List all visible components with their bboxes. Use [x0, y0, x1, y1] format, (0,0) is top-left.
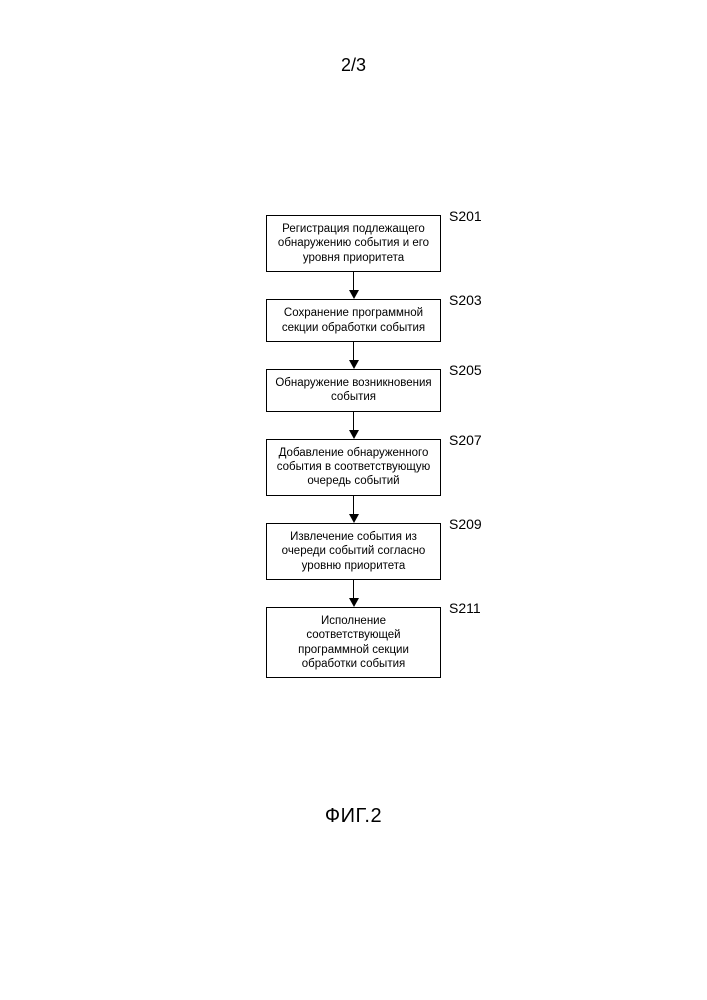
flow-step-label: S203 — [449, 292, 482, 308]
flow-step: Добавление обнаруженного события в соотв… — [266, 439, 441, 496]
arrow-line — [353, 342, 354, 361]
page-number: 2/3 — [0, 55, 707, 76]
arrow-head-icon — [349, 430, 359, 439]
flow-step: Регистрация подлежащего обнаружению собы… — [266, 215, 441, 272]
arrow-head-icon — [349, 360, 359, 369]
flow-node: Исполнение соответствующей программной с… — [266, 607, 441, 679]
flow-node-text: Исполнение соответствующей программной с… — [275, 614, 432, 672]
flow-node: Регистрация подлежащего обнаружению собы… — [266, 215, 441, 272]
flow-node-text: Извлечение события из очереди событий со… — [275, 530, 432, 573]
flow-step-label: S209 — [449, 516, 482, 532]
arrow-line — [353, 580, 354, 599]
flow-node: Добавление обнаруженного события в соотв… — [266, 439, 441, 496]
arrow-head-icon — [349, 290, 359, 299]
figure-caption: ФИГ.2 — [0, 805, 707, 828]
flow-node-text: Регистрация подлежащего обнаружению собы… — [275, 222, 432, 265]
arrow-line — [353, 272, 354, 291]
arrow-line — [353, 412, 354, 431]
flow-step: Сохранение программной секции обработки … — [266, 299, 441, 342]
flow-connector — [349, 272, 359, 299]
flow-connector — [349, 580, 359, 607]
flow-connector — [349, 496, 359, 523]
flow-step-label: S207 — [449, 432, 482, 448]
flow-step: Обнаружение возникновения событияS205 — [266, 369, 441, 412]
flow-node-text: Добавление обнаруженного события в соотв… — [275, 446, 432, 489]
flow-step: Исполнение соответствующей программной с… — [266, 607, 441, 679]
flow-node: Извлечение события из очереди событий со… — [266, 523, 441, 580]
flow-step-label: S201 — [449, 208, 482, 224]
flowchart: Регистрация подлежащего обнаружению собы… — [0, 215, 707, 678]
page: 2/3 Регистрация подлежащего обнаружению … — [0, 0, 707, 1000]
flow-node: Обнаружение возникновения события — [266, 369, 441, 412]
flow-step: Извлечение события из очереди событий со… — [266, 523, 441, 580]
flow-step-label: S211 — [449, 600, 481, 616]
arrow-line — [353, 496, 354, 515]
flow-node-text: Обнаружение возникновения события — [275, 376, 432, 405]
arrow-head-icon — [349, 598, 359, 607]
flow-step-label: S205 — [449, 362, 482, 378]
arrow-head-icon — [349, 514, 359, 523]
flow-node: Сохранение программной секции обработки … — [266, 299, 441, 342]
flow-node-text: Сохранение программной секции обработки … — [275, 306, 432, 335]
flow-connector — [349, 412, 359, 439]
flow-connector — [349, 342, 359, 369]
